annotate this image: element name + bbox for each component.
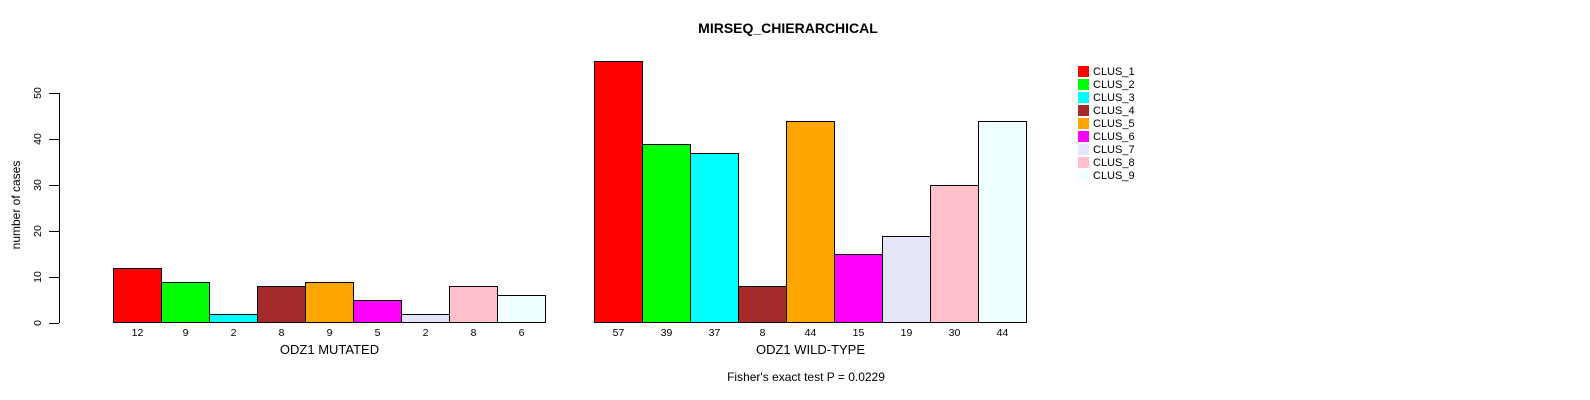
bar-CLUS_5 [305, 281, 354, 323]
bar-CLUS_4 [738, 286, 787, 323]
plot-area: 0 10 20 30 40 50 12 9 2 8 9 5 2 8 6 ODZ1 MUTATED 57 39 37 8… [32, 60, 1027, 357]
bar-value-label: 6 [518, 327, 525, 339]
bar-value-label: 15 [852, 327, 865, 339]
bar-CLUS_5 [786, 120, 835, 323]
legend-item: CLUS_1 [1078, 65, 1135, 78]
y-axis-tick-label: 10 [32, 271, 44, 283]
bar-CLUS_4 [257, 286, 306, 323]
bar-value-label: 5 [374, 327, 381, 339]
bar-CLUS_8 [449, 286, 498, 323]
bar-value-label: 9 [326, 327, 333, 339]
bar-CLUS_7 [882, 235, 931, 323]
legend-label: CLUS_7 [1093, 143, 1135, 156]
bar-value-label: 30 [948, 327, 961, 339]
bar-value-label: 44 [996, 327, 1009, 339]
y-axis-tick-label: 30 [32, 179, 44, 191]
bar-CLUS_1 [113, 267, 162, 323]
legend-item: CLUS_2 [1078, 78, 1135, 91]
legend-swatch [1078, 170, 1089, 181]
bar-value-label: 8 [759, 327, 766, 339]
legend-swatch [1078, 131, 1089, 142]
bar-CLUS_1 [594, 60, 643, 323]
y-axis-tick [49, 93, 59, 94]
legend-label: CLUS_9 [1093, 169, 1135, 182]
fisher-test-annotation: Fisher's exact test P = 0.0229 [727, 370, 885, 384]
legend-label: CLUS_5 [1093, 117, 1135, 130]
y-axis-tick-label: 0 [32, 320, 44, 326]
legend-item: CLUS_7 [1078, 143, 1135, 156]
legend-label: CLUS_3 [1093, 91, 1135, 104]
legend-item: CLUS_5 [1078, 117, 1135, 130]
legend: CLUS_1 CLUS_2 CLUS_3 CLUS_4 CLUS_5 CLUS_6 CLUS… [1078, 65, 1135, 182]
chart-title: MIRSEQ_CHIERARCHICAL [698, 20, 878, 36]
bar-value-label: 8 [278, 327, 285, 339]
legend-swatch [1078, 157, 1089, 168]
bar-value-label: 9 [182, 327, 189, 339]
legend-item: CLUS_8 [1078, 156, 1135, 169]
legend-item: CLUS_3 [1078, 91, 1135, 104]
bar-CLUS_2 [161, 281, 210, 323]
y-axis-tick-label: 20 [32, 225, 44, 237]
y-axis-tick [49, 139, 59, 140]
bar-value-label: 2 [422, 327, 429, 339]
bar-CLUS_9 [978, 120, 1027, 323]
bar-CLUS_8 [930, 185, 979, 323]
bar-value-label: 19 [900, 327, 913, 339]
y-axis-tick [49, 323, 59, 324]
legend-label: CLUS_1 [1093, 65, 1135, 78]
bar-value-label: 57 [612, 327, 625, 339]
bar-value-label: 39 [660, 327, 673, 339]
legend-swatch [1078, 79, 1089, 90]
legend-label: CLUS_4 [1093, 104, 1135, 117]
y-axis-tick [49, 231, 59, 232]
bar-CLUS_3 [690, 152, 739, 323]
y-axis-tick-label: 40 [32, 133, 44, 145]
bar-CLUS_7 [401, 313, 450, 323]
group-label: ODZ1 MUTATED [279, 342, 380, 357]
legend-item: CLUS_9 [1078, 169, 1135, 182]
bar-value-label: 2 [230, 327, 237, 339]
legend-item: CLUS_6 [1078, 130, 1135, 143]
legend-swatch [1078, 66, 1089, 77]
bar-CLUS_9 [497, 295, 546, 323]
legend-item: CLUS_4 [1078, 104, 1135, 117]
bar-CLUS_3 [209, 313, 258, 323]
legend-label: CLUS_6 [1093, 130, 1135, 143]
y-axis-tick [49, 185, 59, 186]
group-label: ODZ1 WILD-TYPE [755, 342, 866, 357]
y-axis-tick [49, 277, 59, 278]
bar-value-label: 44 [804, 327, 817, 339]
legend-swatch [1078, 105, 1089, 116]
bar-value-label: 8 [470, 327, 477, 339]
bar-value-label: 37 [708, 327, 721, 339]
y-axis-tick-label: 50 [32, 87, 44, 99]
y-axis-line [59, 93, 60, 323]
legend-swatch [1078, 118, 1089, 129]
bar-CLUS_6 [353, 300, 402, 323]
legend-label: CLUS_2 [1093, 78, 1135, 91]
bar-value-label: 12 [131, 327, 144, 339]
legend-swatch [1078, 144, 1089, 155]
bar-CLUS_6 [834, 254, 883, 323]
legend-label: CLUS_8 [1093, 156, 1135, 169]
bar-CLUS_2 [642, 143, 691, 323]
legend-swatch [1078, 92, 1089, 103]
